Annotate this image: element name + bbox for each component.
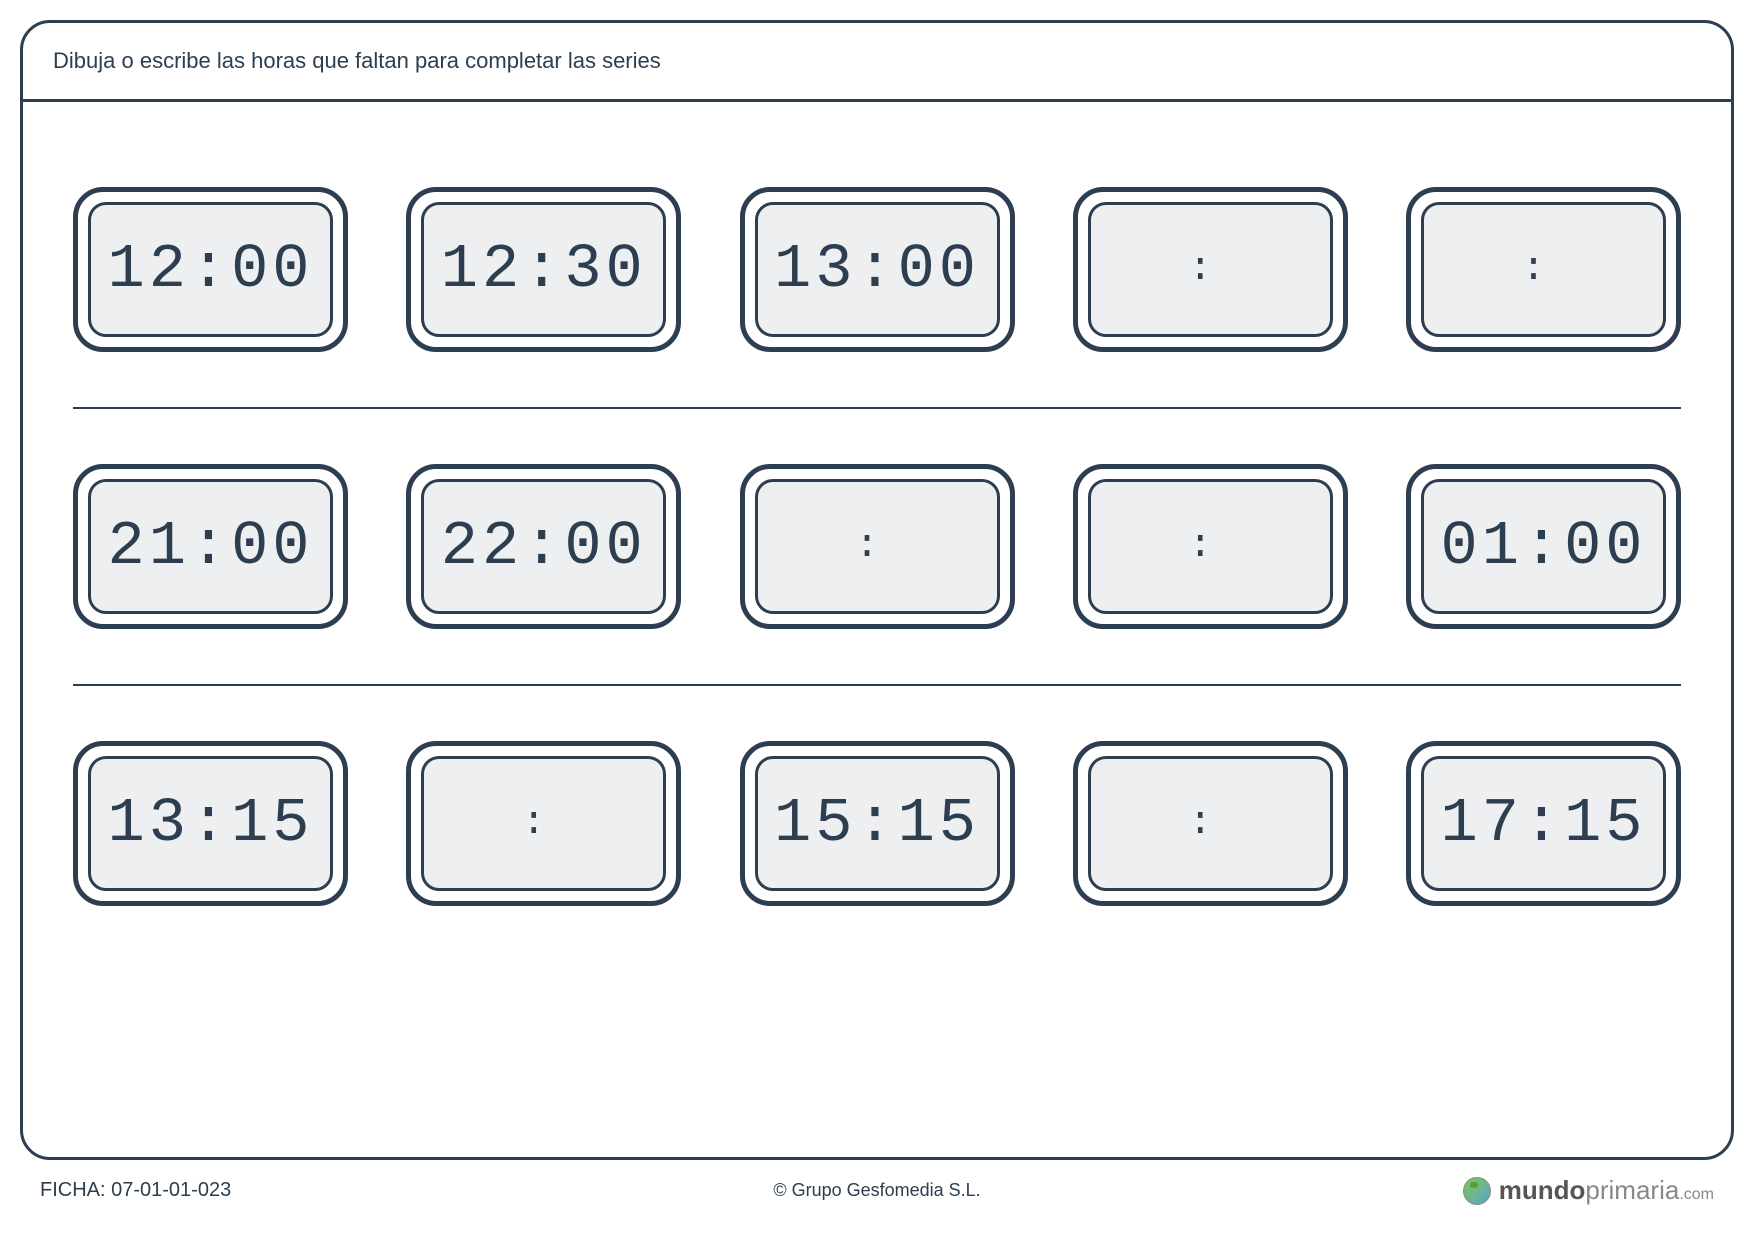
globe-icon xyxy=(1463,1177,1491,1205)
clock-3-4[interactable]: : xyxy=(1073,741,1348,906)
rows-container: 12:00 12:30 13:00 : : 21:00 22:00 : : 01… xyxy=(23,102,1731,991)
clock-1-3: 13:00 xyxy=(740,187,1015,352)
clock-row-3: 13:15 : 15:15 : 17:15 xyxy=(73,686,1681,961)
clock-3-5: 17:15 xyxy=(1406,741,1681,906)
clock-time: 12:00 xyxy=(107,234,313,305)
clock-time: 21:00 xyxy=(107,511,313,582)
brand-ext: .com xyxy=(1679,1186,1714,1203)
clock-time: 13:00 xyxy=(774,234,980,305)
clock-1-1: 12:00 xyxy=(73,187,348,352)
clock-row-1: 12:00 12:30 13:00 : : xyxy=(73,132,1681,407)
clock-time: 15:15 xyxy=(774,788,980,859)
clock-time-empty: : xyxy=(1521,247,1565,292)
clock-time-empty: : xyxy=(1188,801,1232,846)
clock-2-1: 21:00 xyxy=(73,464,348,629)
brand-text: mundoprimaria.com xyxy=(1499,1175,1714,1206)
instruction-text: Dibuja o escribe las horas que faltan pa… xyxy=(53,48,661,73)
brand-logo: mundoprimaria.com xyxy=(1463,1175,1714,1206)
worksheet-frame: Dibuja o escribe las horas que faltan pa… xyxy=(20,20,1734,1160)
copyright-text: © Grupo Gesfomedia S.L. xyxy=(773,1180,980,1201)
ficha-label: FICHA: 07-01-01-023 xyxy=(40,1179,231,1202)
clock-2-2: 22:00 xyxy=(406,464,681,629)
clock-1-5[interactable]: : xyxy=(1406,187,1681,352)
clock-2-4[interactable]: : xyxy=(1073,464,1348,629)
clock-2-3[interactable]: : xyxy=(740,464,1015,629)
instruction-box: Dibuja o escribe las horas que faltan pa… xyxy=(23,23,1731,102)
clock-time: 12:30 xyxy=(441,234,647,305)
clock-3-2[interactable]: : xyxy=(406,741,681,906)
clock-time: 22:00 xyxy=(441,511,647,582)
clock-time-empty: : xyxy=(522,801,566,846)
brand-bold: mundo xyxy=(1499,1175,1586,1205)
clock-time: 01:00 xyxy=(1440,511,1646,582)
clock-1-4[interactable]: : xyxy=(1073,187,1348,352)
clock-1-2: 12:30 xyxy=(406,187,681,352)
brand-rest: primaria xyxy=(1585,1175,1679,1205)
clock-time-empty: : xyxy=(855,524,899,569)
clock-3-3: 15:15 xyxy=(740,741,1015,906)
clock-time-empty: : xyxy=(1188,524,1232,569)
clock-time: 13:15 xyxy=(107,788,313,859)
clock-time: 17:15 xyxy=(1440,788,1646,859)
clock-row-2: 21:00 22:00 : : 01:00 xyxy=(73,409,1681,684)
clock-3-1: 13:15 xyxy=(73,741,348,906)
clock-time-empty: : xyxy=(1188,247,1232,292)
footer: FICHA: 07-01-01-023 © Grupo Gesfomedia S… xyxy=(20,1160,1734,1206)
clock-2-5: 01:00 xyxy=(1406,464,1681,629)
